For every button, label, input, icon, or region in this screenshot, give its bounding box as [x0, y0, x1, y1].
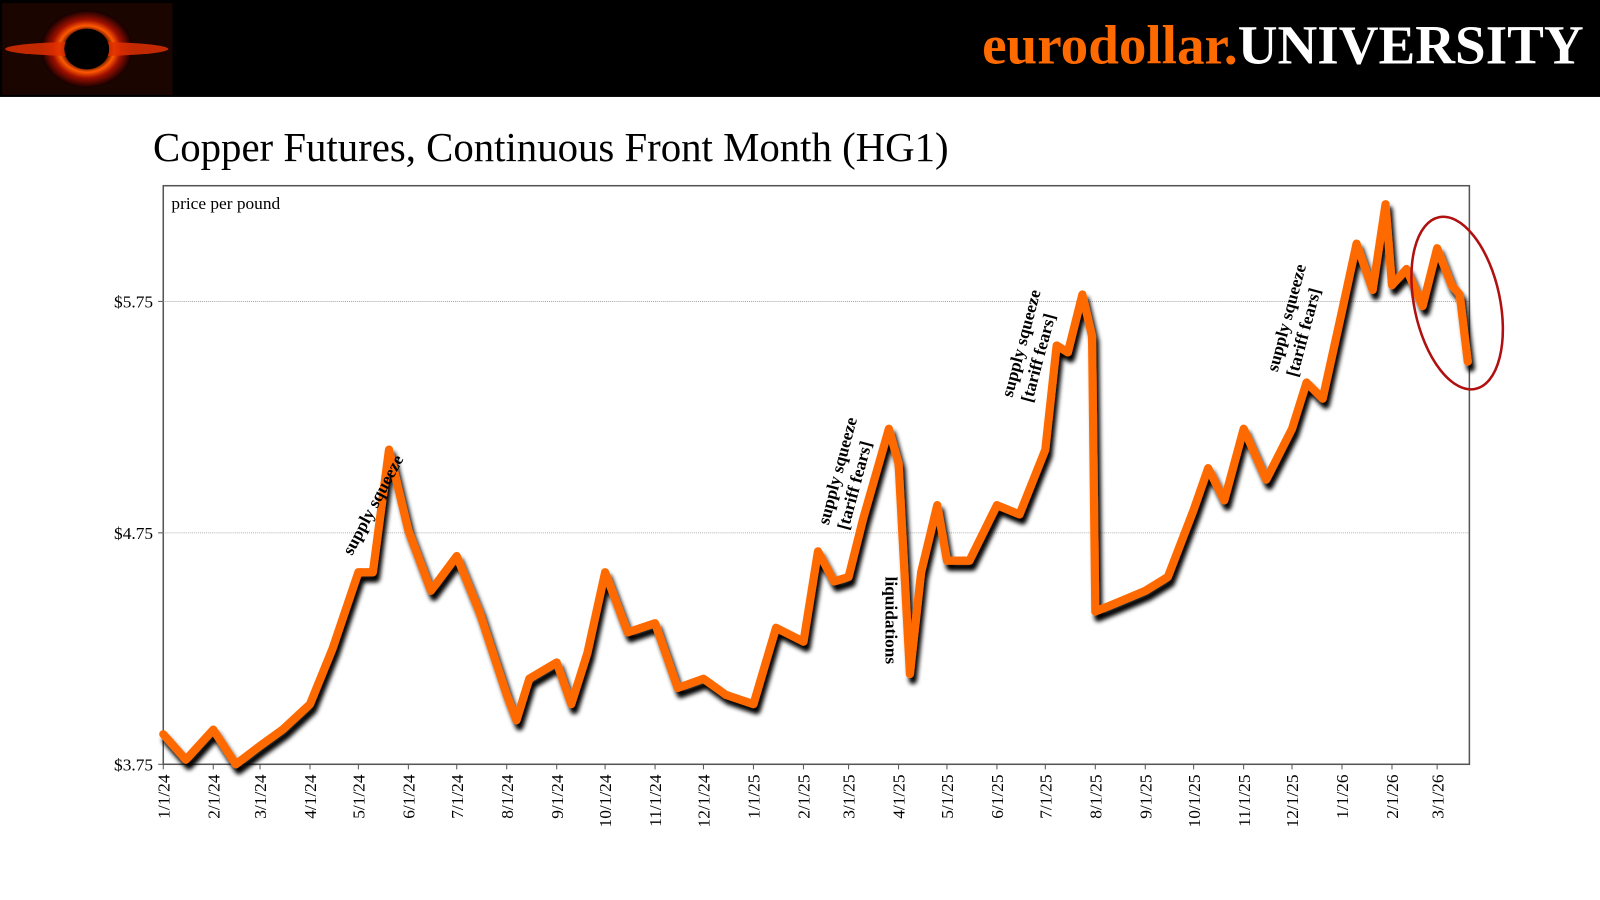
x-tick-label: 4/1/24 [301, 774, 320, 819]
x-tick-label: 2/1/24 [204, 774, 223, 819]
x-tick-label: 7/1/24 [448, 774, 467, 819]
x-tick-label: 1/1/25 [745, 774, 764, 818]
x-tick-label: 9/1/24 [548, 774, 567, 819]
x-tick-label: 8/1/24 [498, 774, 517, 819]
annotation-line: liquidations [882, 577, 901, 665]
x-tick-label: 5/1/25 [938, 774, 957, 818]
plot-frame [162, 184, 1471, 766]
x-tick-label: 8/1/25 [1086, 774, 1105, 818]
annotation: liquidations [882, 577, 901, 665]
x-tick-label: 2/1/26 [1383, 774, 1402, 819]
x-tick-label: 2/1/25 [795, 774, 814, 818]
brand: eurodollar.UNIVERSITY [982, 14, 1584, 75]
y-tick-label: $5.75 [114, 293, 153, 312]
x-tick-label: 11/1/24 [646, 774, 665, 827]
y-axis-label: price per pound [171, 194, 280, 213]
y-tick-label: $3.75 [114, 755, 153, 774]
x-tick-label: 10/1/25 [1185, 774, 1204, 827]
x-tick-label: 12/1/25 [1283, 774, 1302, 827]
price-line [159, 200, 1472, 769]
x-tick-label: 1/1/26 [1333, 774, 1352, 819]
y-tick-label: $4.75 [114, 524, 153, 543]
x-tick-label: 11/1/25 [1235, 774, 1254, 826]
header-bar [0, 0, 1600, 97]
x-tick-label: 6/1/25 [988, 774, 1007, 818]
x-tick-label: 3/1/24 [251, 774, 270, 819]
logo [2, 3, 173, 95]
brand-b: UNIVERSITY [1238, 14, 1584, 75]
chart-title: Copper Futures, Continuous Front Month (… [153, 125, 949, 170]
x-tick-label: 1/1/24 [154, 774, 173, 819]
x-tick-label: 3/1/26 [1428, 774, 1447, 819]
brand-a: eurodollar. [982, 14, 1238, 75]
x-tick-label: 12/1/24 [695, 774, 714, 827]
x-tick-label: 10/1/24 [596, 774, 615, 827]
x-tick-label: 6/1/24 [399, 774, 418, 819]
x-tick-label: 7/1/25 [1036, 774, 1055, 818]
x-tick-label: 9/1/25 [1136, 774, 1155, 818]
x-tick-label: 3/1/25 [840, 774, 859, 818]
x-tick-label: 5/1/24 [349, 774, 368, 819]
x-tick-label: 4/1/25 [890, 774, 909, 818]
highlight-ellipse [1410, 215, 1505, 391]
